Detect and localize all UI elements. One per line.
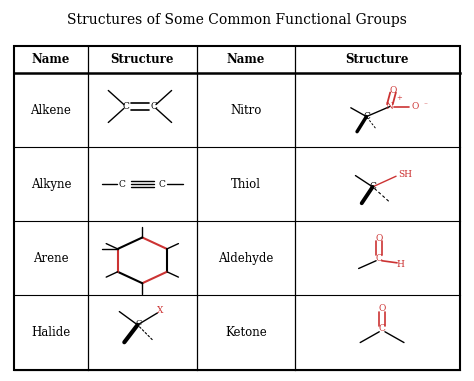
- Text: Alkyne: Alkyne: [31, 178, 71, 191]
- Text: Name: Name: [227, 53, 265, 66]
- Text: C: C: [363, 112, 370, 121]
- Text: H: H: [397, 260, 405, 269]
- Text: Name: Name: [32, 53, 70, 66]
- Text: N: N: [386, 102, 394, 111]
- Text: O: O: [411, 102, 419, 111]
- Text: C: C: [375, 254, 383, 263]
- Text: Structure: Structure: [110, 53, 174, 66]
- Text: +: +: [396, 94, 402, 102]
- Text: Halide: Halide: [31, 326, 71, 339]
- Text: C: C: [369, 182, 376, 191]
- Bar: [14, 46, 460, 370]
- Text: Aldehyde: Aldehyde: [218, 252, 273, 265]
- Text: C: C: [136, 319, 142, 327]
- Text: O: O: [389, 86, 397, 94]
- Text: Alkene: Alkene: [30, 104, 72, 117]
- Text: Structures of Some Common Functional Groups: Structures of Some Common Functional Gro…: [67, 13, 407, 27]
- Text: Arene: Arene: [33, 252, 69, 265]
- Text: ⁻: ⁻: [424, 102, 428, 110]
- Text: C: C: [119, 180, 126, 189]
- Text: Thiol: Thiol: [231, 178, 261, 191]
- Text: Structure: Structure: [346, 53, 409, 66]
- Text: Ketone: Ketone: [225, 326, 267, 339]
- Text: C: C: [150, 102, 157, 111]
- Text: X: X: [157, 306, 163, 315]
- Text: Nitro: Nitro: [230, 104, 262, 117]
- Text: C: C: [159, 180, 166, 189]
- Text: SH: SH: [399, 170, 412, 179]
- Text: O: O: [378, 304, 386, 313]
- Text: C: C: [123, 102, 130, 111]
- Text: C: C: [379, 324, 385, 333]
- Text: O: O: [375, 234, 383, 243]
